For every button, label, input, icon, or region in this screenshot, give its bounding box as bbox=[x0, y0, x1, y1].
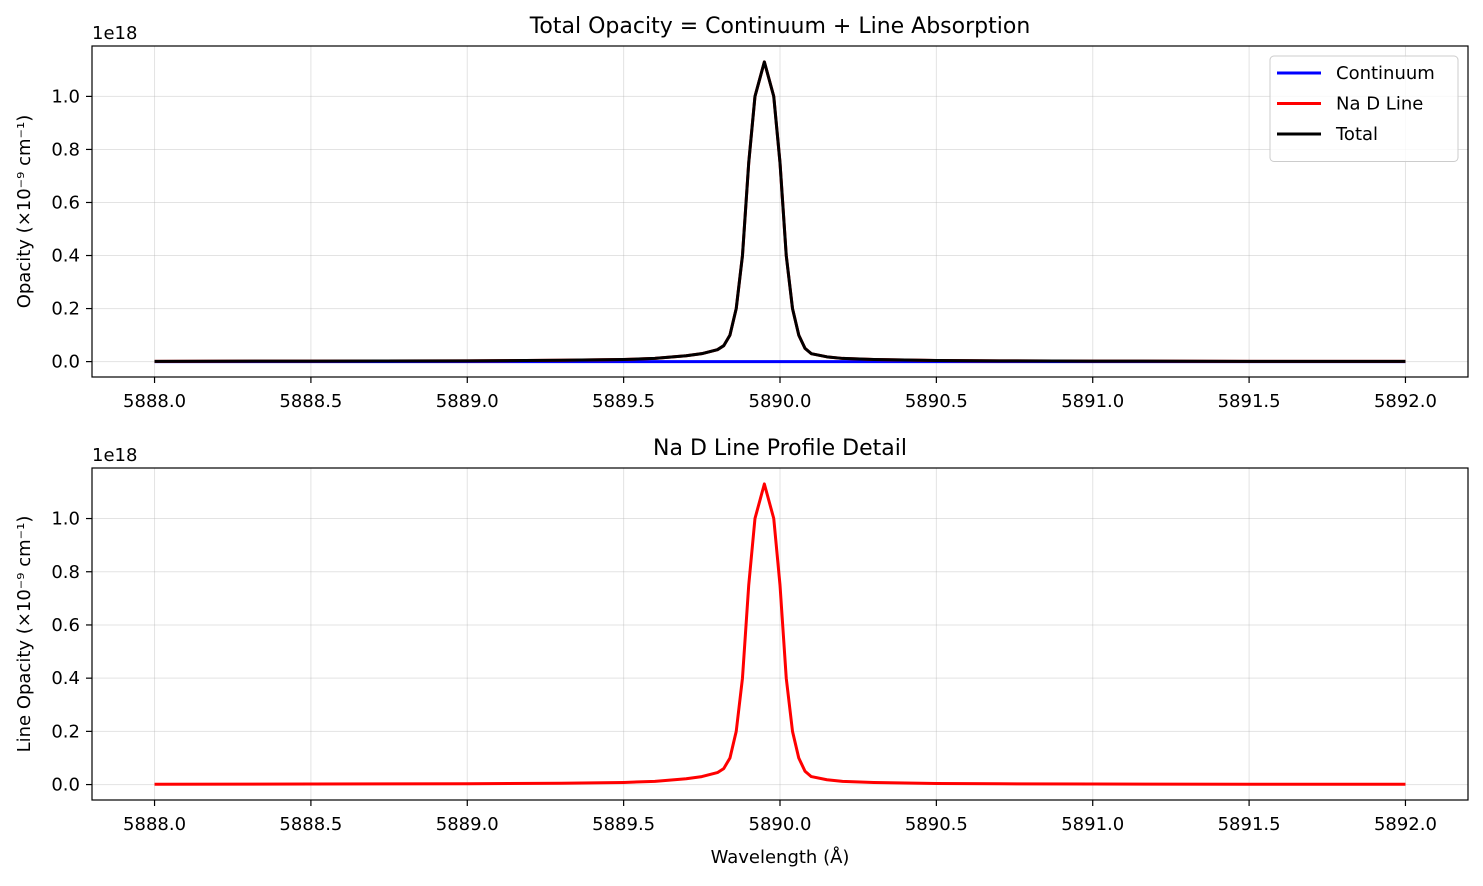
chart-title: Na D Line Profile Detail bbox=[653, 436, 907, 461]
y-offset-text: 1e18 bbox=[92, 445, 137, 466]
y-tick-label: 1.0 bbox=[51, 86, 80, 107]
legend: Continuum Na D Line Total bbox=[1269, 55, 1459, 162]
x-tick-label: 5892.0 bbox=[1374, 391, 1437, 412]
x-tick-label: 5891.0 bbox=[1061, 391, 1124, 412]
series-line-line-1 bbox=[154, 482, 1406, 786]
x-tick-label: 5889.0 bbox=[436, 391, 499, 412]
chart-panel-2: 5888.0 5888.5 5889.0 5889.5 5890.0 5890.5 5891… bbox=[14, 436, 1469, 868]
y-tick-label: 0.4 bbox=[51, 246, 80, 267]
x-tick-label: 5888.0 bbox=[123, 391, 186, 412]
x-tick-label: 5888.5 bbox=[279, 814, 342, 835]
y-tick-label: 1.0 bbox=[51, 509, 80, 530]
y-offset-text: 1e18 bbox=[92, 23, 137, 44]
x-axis-label: Wavelength (Å) bbox=[711, 846, 850, 868]
y-tick-label: 0.0 bbox=[51, 775, 80, 796]
y-tick-label: 0.6 bbox=[51, 615, 80, 636]
x-tick-label: 5891.0 bbox=[1061, 814, 1124, 835]
y-tick-label: 0.4 bbox=[51, 668, 80, 689]
x-tick-label: 5892.0 bbox=[1374, 814, 1437, 835]
x-tick-label: 5888.0 bbox=[123, 814, 186, 835]
x-tick-label: 5889.5 bbox=[592, 391, 655, 412]
series-line-total bbox=[154, 60, 1406, 363]
chart-title: Total Opacity = Continuum + Line Absorpt… bbox=[529, 14, 1031, 39]
x-tick-label: 5890.5 bbox=[905, 391, 968, 412]
plot-area bbox=[92, 46, 1468, 377]
legend-label: Continuum bbox=[1336, 63, 1435, 84]
x-tick-label: 5890.5 bbox=[905, 814, 968, 835]
x-tick-label: 5891.5 bbox=[1218, 391, 1281, 412]
x-tick-label: 5890.0 bbox=[749, 391, 812, 412]
legend-label: Na D Line bbox=[1336, 94, 1423, 115]
legend-label: Total bbox=[1335, 124, 1378, 145]
x-tick-label: 5890.0 bbox=[749, 814, 812, 835]
y-axis-label: Opacity (×10⁻⁹ cm⁻¹) bbox=[14, 115, 35, 309]
x-tick-label: 5889.0 bbox=[436, 814, 499, 835]
y-tick-label: 0.2 bbox=[51, 299, 80, 320]
x-tick-label: 5889.5 bbox=[592, 814, 655, 835]
x-tick-label: 5888.5 bbox=[279, 391, 342, 412]
y-axis-label: Line Opacity (×10⁻⁹ cm⁻¹) bbox=[14, 516, 35, 753]
y-tick-label: 0.8 bbox=[51, 139, 80, 160]
chart-panel-1: 5888.0 5888.5 5889.0 5889.5 5890.0 5890.5 5891… bbox=[14, 14, 1469, 412]
y-tick-label: 0.0 bbox=[51, 352, 80, 373]
x-tick-label: 5891.5 bbox=[1218, 814, 1281, 835]
y-tick-label: 0.8 bbox=[51, 562, 80, 583]
plot-area bbox=[92, 468, 1468, 800]
y-tick-label: 0.6 bbox=[51, 192, 80, 213]
y-tick-label: 0.2 bbox=[51, 721, 80, 742]
